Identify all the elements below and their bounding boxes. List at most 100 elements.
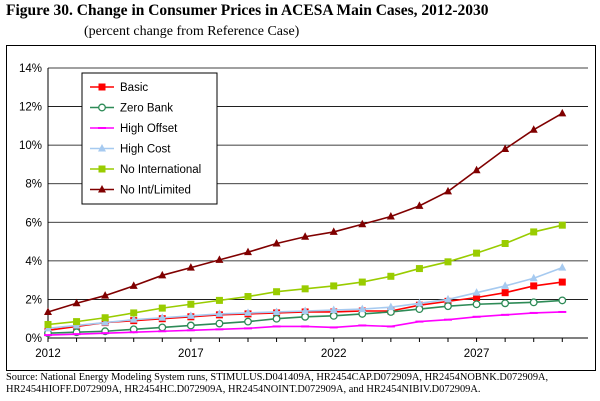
data-point-no-international [473, 249, 481, 257]
data-point-no-international [101, 314, 109, 322]
data-point-high-cost [358, 304, 367, 313]
data-point-no-international [273, 288, 281, 296]
data-point-high-cost [158, 313, 167, 321]
data-point-zero-bank [415, 305, 424, 314]
data-point-zero-bank [558, 296, 567, 305]
data-point-no-int-limited [244, 247, 252, 256]
legend-label-no-international: No International [120, 164, 201, 176]
data-point-zero-bank [272, 314, 281, 323]
data-point-high-cost [101, 318, 110, 326]
data-point-no-international [558, 221, 566, 229]
data-point-no-international [301, 285, 309, 293]
data-point-zero-bank [444, 302, 452, 311]
data-point-basic [501, 289, 509, 297]
data-point-no-int-limited [72, 298, 81, 307]
data-point-no-int-limited [444, 186, 452, 195]
chart-frame [6, 45, 596, 371]
data-point-zero-bank [158, 323, 167, 332]
data-point-no-international [358, 278, 366, 286]
data-point-no-int-limited [386, 212, 395, 220]
data-point-no-int-limited [272, 239, 281, 247]
legend-label-no-int-limited: No Int/Limited [120, 185, 191, 197]
data-point-zero-bank [329, 311, 338, 320]
data-point-no-int-limited [529, 125, 538, 133]
data-point-zero-bank [529, 298, 538, 307]
data-point-high-cost [501, 281, 510, 289]
y-tick-label: 10% [19, 140, 42, 152]
data-point-high-cost [301, 306, 310, 314]
data-point-no-international [444, 258, 452, 266]
data-point-high-cost [529, 273, 538, 282]
chart-title: Figure 30. Change in Consumer Prices in … [6, 2, 489, 19]
data-point-no-international [530, 228, 538, 236]
data-point-zero-bank [301, 312, 310, 321]
source-note: Source: National Energy Modeling System … [6, 372, 549, 395]
data-point-no-int-limited [158, 270, 167, 279]
x-tick-label: 2027 [464, 348, 490, 360]
y-tick-label: 2% [25, 294, 42, 306]
data-point-no-international [187, 300, 195, 308]
data-point-no-int-limited [558, 108, 567, 117]
data-point-no-int-limited [101, 291, 110, 299]
data-point-zero-bank [215, 319, 224, 328]
data-point-high-cost [272, 307, 281, 315]
data-point-high-cost [386, 302, 395, 311]
data-point-no-international [244, 293, 252, 301]
legend-label-high-cost: High Cost [120, 144, 171, 156]
data-point-high-cost [329, 305, 338, 314]
x-tick-label: 2012 [35, 348, 61, 360]
data-point-no-international [215, 296, 223, 304]
data-point-high-cost [415, 298, 424, 307]
data-point-no-international [387, 272, 395, 280]
data-point-zero-bank [244, 317, 252, 326]
data-point-no-int-limited [215, 255, 224, 263]
data-point-no-int-limited [358, 219, 367, 228]
data-point-zero-bank [186, 321, 195, 330]
y-tick-label: 6% [25, 217, 42, 229]
data-point-high-cost [244, 308, 252, 316]
legend-marker-no-international [98, 165, 106, 173]
data-point-no-international [73, 318, 81, 326]
data-point-no-int-limited [301, 232, 310, 240]
y-tick-label: 8% [25, 179, 42, 191]
legend-marker-no-int-limited [98, 185, 106, 193]
y-tick-label: 14% [19, 63, 42, 75]
data-point-no-international [130, 309, 138, 317]
data-point-no-international [44, 321, 52, 328]
data-point-high-cost [186, 311, 195, 319]
data-point-no-international [330, 282, 338, 290]
data-point-no-int-limited [415, 201, 424, 209]
y-tick-label: 4% [25, 256, 42, 268]
chart-subtitle: (percent change from Reference Case) [84, 24, 300, 39]
data-point-no-int-limited [329, 227, 338, 235]
data-point-high-cost [215, 309, 224, 317]
x-tick-label: 2017 [178, 348, 204, 360]
legend-box [81, 72, 218, 205]
legend-marker-basic [98, 83, 106, 91]
legend-label-zero-bank: Zero Bank [120, 103, 173, 115]
data-point-no-int-limited [186, 263, 195, 271]
data-point-basic [558, 278, 566, 286]
data-point-high-cost [472, 288, 481, 296]
x-tick-label: 2022 [321, 348, 347, 360]
legend-marker-high-cost [98, 144, 106, 152]
legend-label-high-offset: High Offset [120, 123, 178, 135]
data-point-high-cost [444, 294, 452, 303]
data-point-no-int-limited [44, 307, 52, 315]
data-point-no-international [158, 304, 166, 312]
data-point-basic [473, 294, 481, 301]
y-tick-label: 0% [25, 333, 42, 345]
data-point-no-int-limited [501, 144, 510, 152]
data-point-high-cost [558, 263, 567, 271]
data-point-basic [530, 282, 538, 290]
data-point-no-international [501, 240, 509, 247]
y-tick-label: 12% [19, 102, 42, 114]
data-point-high-cost [129, 315, 138, 323]
data-point-no-int-limited [129, 281, 138, 289]
data-point-zero-bank [501, 299, 510, 308]
data-point-zero-bank [472, 300, 481, 309]
data-point-no-international [415, 265, 423, 273]
data-point-no-int-limited [472, 165, 481, 174]
legend-marker-zero-bank [98, 103, 106, 112]
